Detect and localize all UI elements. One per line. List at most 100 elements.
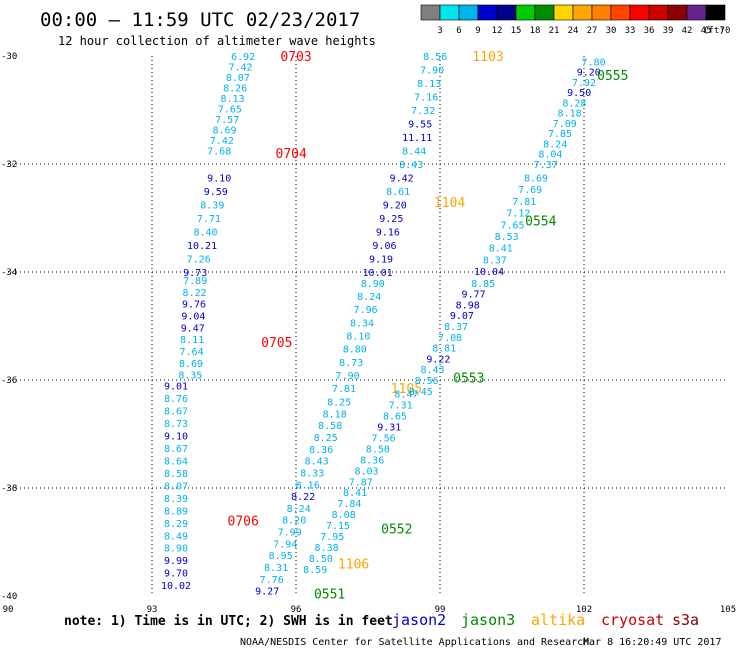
track-time-label: 0704 (276, 147, 307, 162)
swh-value-label: 7.90 (420, 66, 444, 77)
swh-value-label: 7.56 (372, 433, 396, 444)
swh-value-label: 8.11 (180, 335, 204, 346)
track-time-label: 1103 (472, 50, 503, 65)
swh-value-label: 9.76 (182, 300, 206, 311)
swh-value-label: 8.47 (394, 390, 418, 401)
swh-value-label: 9.50 (567, 88, 591, 99)
swh-value-label: 7.92 (572, 78, 596, 89)
swh-value-label: 9.70 (164, 569, 188, 580)
grid-lines (8, 56, 728, 596)
swh-value-label: 8.56 (423, 52, 447, 63)
swh-value-label: 8.73 (339, 358, 363, 369)
swh-value-label: 9.77 (462, 290, 486, 301)
y-tick-label: -34 (1, 268, 17, 278)
x-tick-label: 99 (435, 605, 446, 615)
swh-value-label: 8.81 (432, 344, 456, 355)
swh-value-label: 8.59 (303, 565, 327, 576)
track-time-label: 0553 (453, 371, 484, 386)
swh-value-label: 10.01 (363, 268, 393, 279)
swh-value-label: 9.19 (369, 255, 393, 266)
colorbar-label: 6 (456, 26, 461, 36)
swh-value-label: 8.36 (309, 445, 333, 456)
swh-value-label: 7.64 (180, 347, 204, 358)
swh-value-label: 7.65 (218, 105, 242, 116)
x-tick-label: 96 (291, 605, 302, 615)
swh-value-label: 8.35 (178, 371, 202, 382)
swh-value-label: 8.69 (524, 174, 548, 185)
swh-value-label: 8.76 (164, 394, 188, 405)
y-tick-label: -40 (1, 592, 17, 602)
track-time-label: 0555 (597, 69, 628, 84)
swh-value-label: 8.10 (346, 331, 370, 342)
swh-value-label: 7.81 (332, 384, 356, 395)
swh-value-label: 7.68 (207, 147, 231, 158)
swh-value-label: 7.09 (553, 119, 577, 130)
swh-value-label: 8.69 (212, 126, 236, 137)
colorbar-swatch (496, 4, 517, 21)
y-tick-label: -30 (1, 52, 17, 62)
x-tick-label: 105 (720, 605, 736, 615)
swh-value-label: 8.36 (360, 455, 384, 466)
track-time-label: 0551 (314, 587, 345, 602)
chart-title: 00:00 – 11:59 UTC 02/23/2017 (40, 9, 360, 31)
track-time-label: 1104 (434, 196, 465, 211)
swh-value-label: 7.16 (414, 93, 438, 104)
swh-value-label: 7.76 (260, 575, 284, 586)
colorbar-label: 9 (475, 26, 480, 36)
swh-value-label: 8.37 (483, 255, 507, 266)
y-tick-label: -36 (1, 376, 17, 386)
swh-value-label: 8.53 (495, 232, 519, 243)
swh-value-label: 8.44 (402, 147, 426, 158)
colorbar-unit: (ft) (703, 26, 725, 36)
swh-value-label: 7.57 (215, 115, 239, 126)
colorbar-label: 70 (720, 26, 731, 36)
swh-value-label: 9.73 (183, 268, 207, 279)
colorbar-swatch (572, 4, 593, 21)
swh-value-label: 8.34 (350, 318, 374, 329)
swh-value-label: 9.99 (164, 556, 188, 567)
track-time-label: 0705 (261, 336, 292, 351)
track-time-label: 0552 (381, 523, 412, 538)
swh-value-label: 8.37 (444, 322, 468, 333)
satellite-legend-altika: altika (531, 611, 585, 629)
swh-value-label: 7.90 (336, 371, 360, 382)
swh-value-label: 8.49 (164, 531, 188, 542)
swh-value-label: 10.21 (187, 241, 217, 252)
swh-value-label: 8.45 (409, 387, 433, 398)
swh-value-label: 8.80 (343, 345, 367, 356)
swh-value-label: 9.22 (426, 354, 450, 365)
swh-value-label: 7.26 (187, 255, 211, 266)
swh-value-label: 7.42 (228, 63, 252, 74)
swh-value-label: 7.87 (349, 477, 373, 488)
swh-value-label: 8.18 (323, 409, 347, 420)
swh-value-label: 8.22 (183, 288, 207, 299)
swh-value-label: 7.81 (512, 197, 536, 208)
swh-value-label: 8.61 (386, 187, 410, 198)
swh-value-label: 8.40 (193, 228, 217, 239)
colorbar-swatch (686, 4, 707, 21)
swh-value-label: 6.92 (231, 52, 255, 63)
swh-value-label: 10.04 (474, 267, 504, 278)
swh-value-label: 8.41 (343, 488, 367, 499)
swh-value-label: 8.85 (471, 279, 495, 290)
colorbar-swatch (610, 4, 631, 21)
satellite-legend-jason2: jason2 (392, 611, 446, 629)
wave-height-marks: 6.927.428.078.268.137.657.578.697.427.68… (161, 50, 629, 602)
colorbar-swatch (705, 4, 726, 21)
swh-value-label: 9.07 (450, 311, 474, 322)
satellite-legend: jason2 jason3 altika cryosat s3a (392, 611, 699, 629)
swh-value-label: 8.18 (558, 109, 582, 120)
swh-value-label: 9.10 (164, 431, 188, 442)
swh-value-label: 8.03 (354, 466, 378, 477)
swh-value-label: 8.58 (318, 421, 342, 432)
swh-value-label: 8.33 (300, 468, 324, 479)
swh-value-label: 8.29 (164, 519, 188, 530)
colorbar-label: 12 (492, 26, 503, 36)
colorbar-label: 36 (644, 26, 655, 36)
swh-value-label: 8.89 (164, 506, 188, 517)
colorbar-label: 39 (663, 26, 674, 36)
colorbar-swatch (591, 4, 612, 21)
swh-value-label: 8.24 (543, 139, 567, 150)
